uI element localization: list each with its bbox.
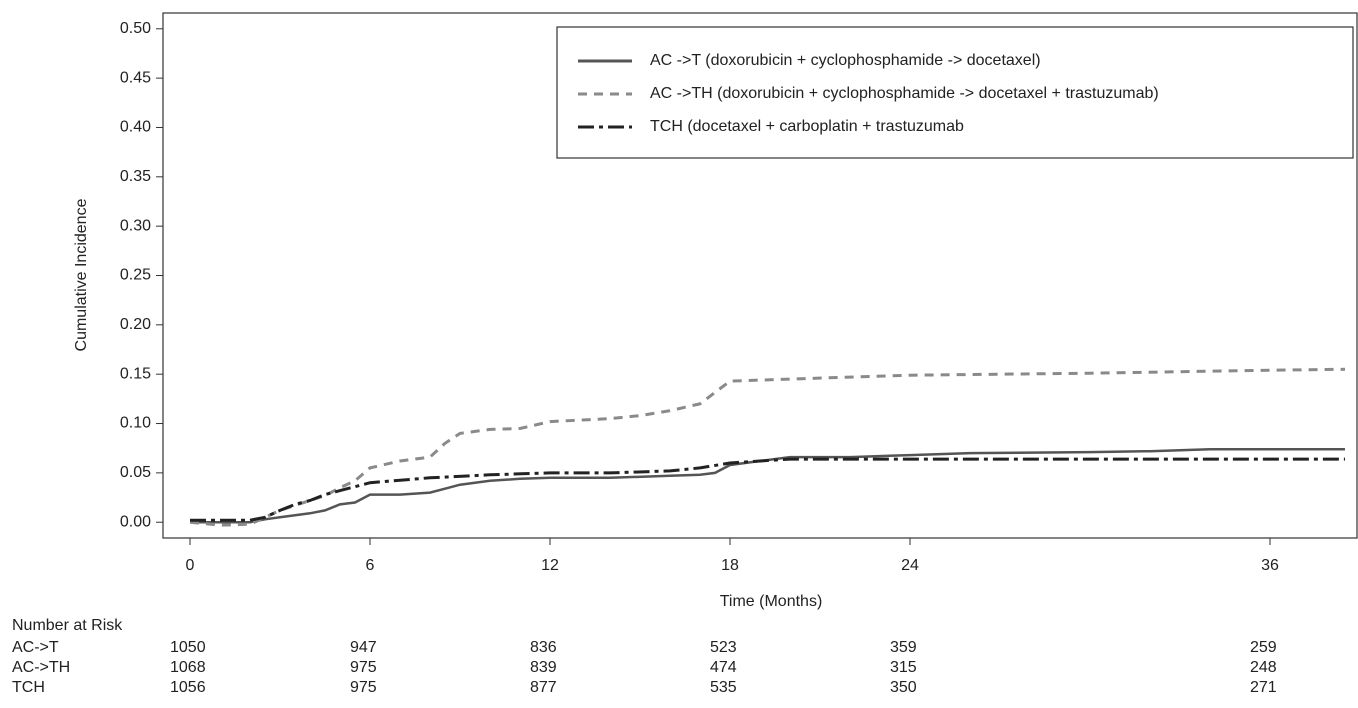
y-tick-label: 0.50 — [120, 20, 151, 37]
x-tick-label: 0 — [186, 557, 195, 574]
risk-value: 836 — [530, 639, 557, 656]
y-tick-label: 0.10 — [120, 415, 151, 432]
x-tick-label: 24 — [901, 557, 919, 574]
risk-value: 975 — [350, 659, 377, 676]
risk-value: 259 — [1250, 639, 1277, 656]
risk-value: 359 — [890, 639, 917, 656]
y-tick-label: 0.40 — [120, 119, 151, 136]
x-tick-label: 18 — [721, 557, 739, 574]
series-line — [189, 367, 1346, 527]
risk-row-name: TCH — [12, 679, 45, 696]
risk-value: 271 — [1250, 679, 1277, 696]
risk-value: 1050 — [170, 639, 206, 656]
risk-value: 1068 — [170, 659, 206, 676]
legend-label: AC ->TH (doxorubicin + cyclophosphamide … — [650, 85, 1159, 102]
x-axis-label: Time (Months) — [720, 593, 823, 610]
y-tick-label: 0.00 — [120, 513, 151, 530]
risk-row-name: AC->T — [12, 639, 59, 656]
legend-label: TCH (docetaxel + carboplatin + trastuzum… — [650, 118, 964, 135]
y-tick-label: 0.35 — [120, 168, 151, 185]
y-tick-label: 0.05 — [120, 464, 151, 481]
y-tick-label: 0.25 — [120, 267, 151, 284]
risk-value: 947 — [350, 639, 377, 656]
y-tick-label: 0.45 — [120, 69, 151, 86]
risk-value: 474 — [710, 659, 737, 676]
x-tick-label: 36 — [1261, 557, 1279, 574]
risk-value: 535 — [710, 679, 737, 696]
risk-value: 1056 — [170, 679, 206, 696]
y-tick-label: 0.15 — [120, 365, 151, 382]
y-axis-label: Cumulative Incidence — [73, 198, 90, 351]
risk-value: 350 — [890, 679, 917, 696]
risk-value: 248 — [1250, 659, 1277, 676]
risk-value: 315 — [890, 659, 917, 676]
series-line — [190, 457, 1345, 522]
risk-table-title: Number at Risk — [12, 617, 123, 634]
risk-value: 839 — [530, 659, 557, 676]
y-tick-label: 0.20 — [120, 316, 151, 333]
risk-value: 523 — [710, 639, 737, 656]
y-tick-label: 0.30 — [120, 217, 151, 234]
legend-box — [556, 26, 1354, 159]
series-line — [190, 447, 1345, 524]
risk-row-name: AC->TH — [12, 659, 70, 676]
x-tick-label: 12 — [541, 557, 559, 574]
x-tick-label: 6 — [366, 557, 375, 574]
risk-value: 877 — [530, 679, 557, 696]
risk-value: 975 — [350, 679, 377, 696]
legend-label: AC ->T (doxorubicin + cyclophosphamide -… — [650, 52, 1041, 69]
